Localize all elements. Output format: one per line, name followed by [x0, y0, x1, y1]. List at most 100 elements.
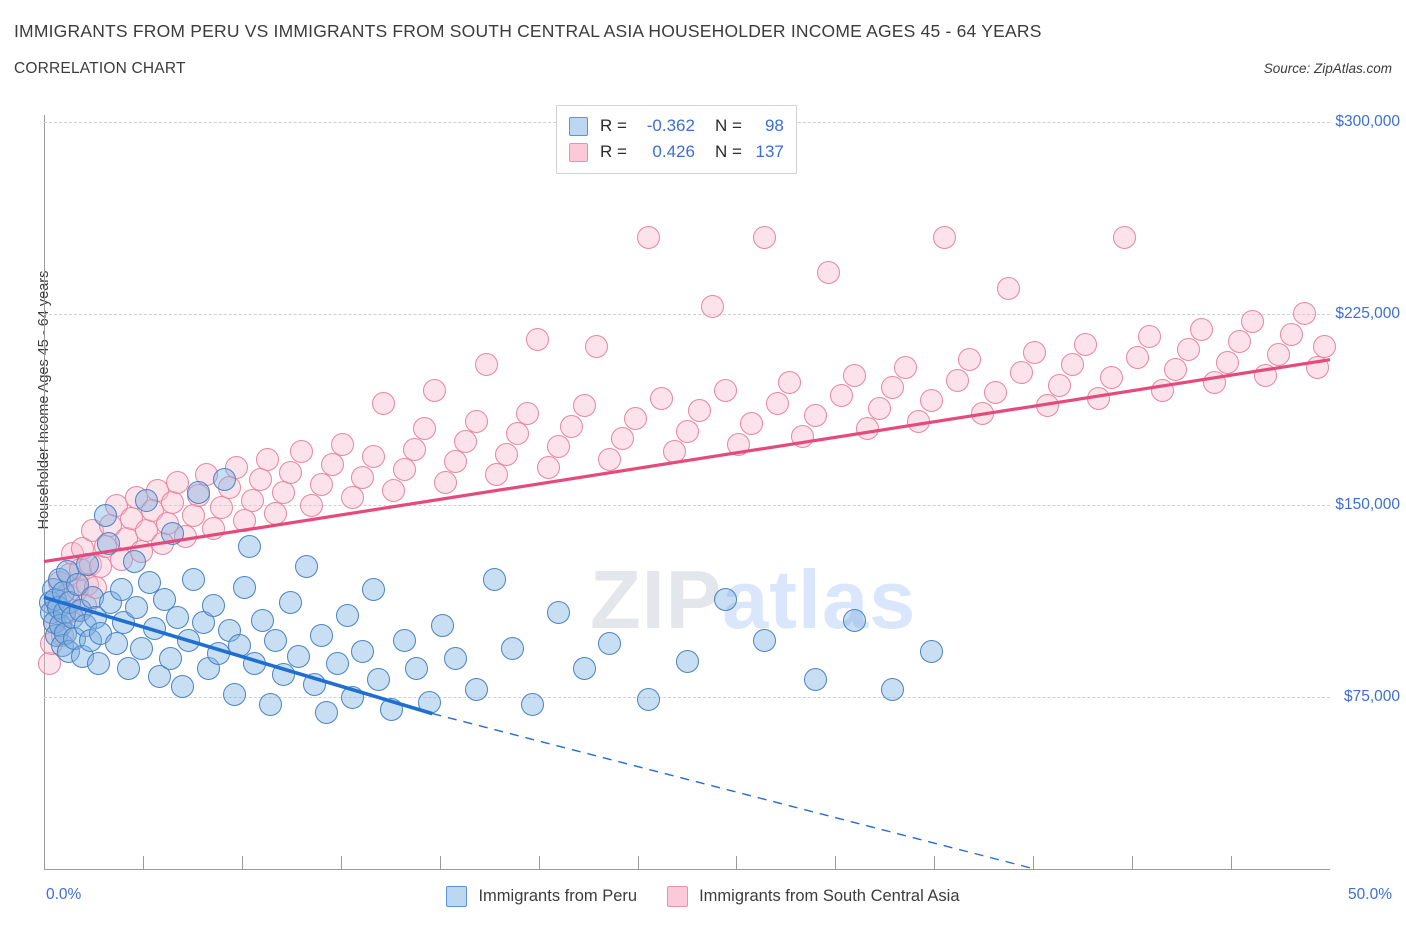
scatter-point	[135, 488, 159, 512]
correlation-stats-box: R = -0.362 N = 98 R = 0.426 N = 137	[556, 105, 797, 174]
scatter-point	[1074, 332, 1098, 356]
scatter-point	[202, 593, 226, 617]
scatter-point	[516, 401, 540, 425]
scatter-point	[148, 665, 172, 689]
scatter-point	[315, 700, 339, 724]
scatter-point	[209, 496, 233, 520]
scatter-point	[701, 294, 725, 318]
scatter-point	[778, 371, 802, 395]
scatter-point	[392, 458, 416, 482]
y-axis-line	[44, 115, 45, 870]
scatter-point	[1099, 366, 1123, 390]
scatter-point	[351, 465, 375, 489]
scatter-point	[109, 578, 133, 602]
scatter-point	[238, 534, 262, 558]
scatter-point	[829, 383, 853, 407]
y-axis-tick-label: $75,000	[1343, 688, 1400, 705]
scatter-point	[495, 442, 519, 466]
scatter-point	[423, 378, 447, 402]
source-attribution: Source: ZipAtlas.com	[1263, 61, 1392, 76]
scatter-point	[361, 445, 385, 469]
y-axis-tick-label: $300,000	[1335, 113, 1400, 130]
scatter-point	[636, 688, 660, 712]
legend-item-peru[interactable]: Immigrants from Peru	[446, 886, 637, 907]
scatter-point	[1164, 358, 1188, 382]
scatter-point	[932, 225, 956, 249]
scatter-point	[233, 575, 257, 599]
scatter-point	[881, 376, 905, 400]
scatter-point	[361, 578, 385, 602]
page-title: IMMIGRANTS FROM PERU VS IMMIGRANTS FROM …	[14, 21, 1042, 41]
trendlines-layer	[43, 358, 1331, 869]
scatter-point	[454, 429, 478, 453]
scatter-point	[546, 601, 570, 625]
scatter-point	[804, 404, 828, 428]
scatter-point	[222, 682, 246, 706]
scatter-point	[1189, 317, 1213, 341]
scatter-point	[984, 381, 1008, 405]
scatter-point	[392, 629, 416, 653]
scatter-point	[372, 391, 395, 415]
scatter-point	[444, 647, 468, 671]
stats-n-label-sca: N =	[714, 142, 742, 161]
scatter-point	[546, 435, 570, 459]
scatter-point	[166, 606, 190, 630]
scatter-point	[919, 639, 943, 663]
scatter-point	[1313, 335, 1337, 359]
scatter-point	[402, 437, 426, 461]
scatter-point	[482, 567, 506, 591]
stats-swatch-peru	[569, 116, 588, 136]
x-axis-max-label: 50.0%	[1348, 886, 1392, 903]
scatter-point	[804, 667, 828, 691]
scatter-point	[464, 409, 488, 433]
scatter-point	[366, 667, 390, 691]
scatter-point	[521, 693, 545, 717]
scatter-point	[739, 412, 763, 436]
scatter-point	[868, 396, 892, 420]
scatter-point	[341, 486, 365, 510]
scatter-point	[413, 417, 437, 441]
legend-item-south-central-asia[interactable]: Immigrants from South Central Asia	[667, 886, 960, 907]
scatter-point	[279, 460, 303, 484]
scatter-point	[611, 427, 635, 451]
scatter-point	[299, 493, 323, 517]
x-axis-tick	[440, 856, 441, 870]
scatter-point	[1215, 350, 1239, 374]
y-axis-tick-label: $225,000	[1335, 304, 1400, 322]
scatter-point	[1177, 337, 1201, 361]
scatter-point	[598, 447, 622, 471]
x-axis-tick	[934, 856, 935, 870]
scatter-point	[104, 631, 128, 655]
gridline	[44, 313, 1330, 315]
scatter-point	[842, 363, 866, 387]
stats-row-peru: R = -0.362 N = 98	[569, 113, 784, 139]
scatter-point	[500, 636, 524, 660]
scatter-point	[1241, 309, 1265, 333]
scatter-point	[485, 463, 509, 487]
scatter-point	[649, 386, 673, 410]
scatter-point	[258, 693, 282, 717]
scatter-point	[320, 452, 344, 476]
scatter-point	[86, 652, 110, 676]
x-axis-tick	[539, 856, 540, 870]
page-subtitle: CORRELATION CHART	[14, 60, 186, 77]
scatter-point	[675, 649, 699, 673]
scatter-point	[958, 348, 982, 372]
gridline	[44, 505, 1330, 507]
scatter-point	[240, 488, 264, 512]
x-axis-line	[44, 869, 1330, 870]
scatter-point	[171, 675, 195, 699]
scatter-point	[166, 470, 190, 494]
x-axis-tick	[143, 856, 144, 870]
scatter-point	[181, 567, 205, 591]
scatter-point	[842, 608, 866, 632]
y-axis-tick-label: $150,000	[1335, 496, 1400, 514]
scatter-point	[675, 419, 699, 443]
x-axis-tick	[1033, 856, 1034, 870]
scatter-point	[444, 450, 468, 474]
scatter-point	[335, 603, 359, 627]
scatter-point	[624, 406, 648, 430]
stats-r-label-peru: R =	[600, 116, 627, 135]
series-legend: Immigrants from Peru Immigrants from Sou…	[0, 886, 1406, 907]
scatter-point	[256, 447, 280, 471]
